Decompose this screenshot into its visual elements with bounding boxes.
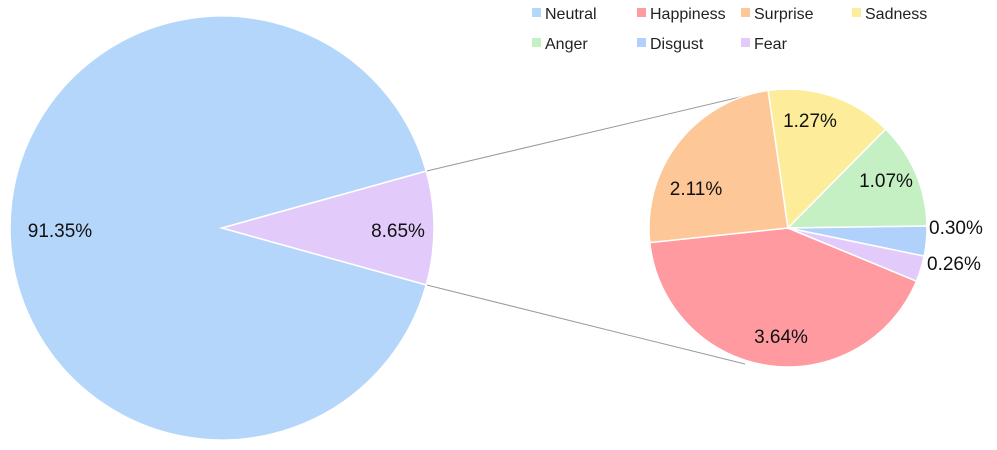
- breakdown-label-happiness: 3.64%: [754, 327, 808, 348]
- breakdown-label-anger: 1.07%: [859, 171, 913, 192]
- legend-swatch-disgust: [637, 38, 646, 47]
- connector-lines: [426, 89, 769, 365]
- legend-item-surprise: Surprise: [741, 6, 814, 23]
- legend-swatch-happiness: [637, 8, 646, 17]
- breakdown-slice-happiness: [648, 227, 918, 368]
- legend-swatch-fear: [741, 38, 750, 47]
- breakdown-slice-surprise: [648, 89, 789, 244]
- legend-swatch-surprise: [741, 8, 750, 17]
- main-pie: 91.35% 8.65%: [9, 15, 435, 441]
- legend-label-fear: Fear: [754, 36, 788, 53]
- legend-label-surprise: Surprise: [754, 6, 814, 23]
- legend-item-happiness: Happiness: [637, 6, 726, 23]
- main-label-neutral: 91.35%: [28, 221, 93, 242]
- legend-item-disgust: Disgust: [637, 36, 704, 53]
- legend-item-neutral: Neutral: [532, 6, 597, 23]
- legend-item-fear: Fear: [741, 36, 788, 53]
- legend-swatch-anger: [532, 38, 541, 47]
- legend-label-neutral: Neutral: [545, 6, 597, 23]
- legend-swatch-neutral: [532, 8, 541, 17]
- legend-item-anger: Anger: [532, 36, 588, 53]
- legend: Neutral Happiness Surprise Sadness Anger Disg…: [532, 6, 927, 53]
- main-label-other: 8.65%: [371, 221, 425, 242]
- connector-line-bottom: [426, 284, 746, 365]
- breakdown-label-disgust: 0.30%: [929, 218, 983, 239]
- breakdown-label-fear: 0.26%: [927, 254, 981, 275]
- breakdown-slice-fear: [787, 227, 926, 283]
- breakdown-label-sadness: 1.27%: [783, 111, 837, 132]
- legend-item-sadness: Sadness: [852, 6, 927, 23]
- connector-line-top: [426, 89, 769, 172]
- breakdown-slice-anger: [786, 128, 928, 229]
- legend-label-happiness: Happiness: [650, 6, 726, 23]
- breakdown-slice-sadness: [767, 88, 887, 230]
- legend-swatch-sadness: [852, 8, 861, 17]
- breakdown-label-surprise: 2.11%: [670, 179, 723, 200]
- legend-label-sadness: Sadness: [865, 6, 927, 23]
- main-slice-neutral: [9, 15, 428, 441]
- main-slice-other: [219, 170, 435, 286]
- breakdown-pie: 3.64% 2.11% 1.27% 1.07% 0.30% 0.26%: [648, 88, 983, 368]
- legend-label-disgust: Disgust: [650, 36, 704, 53]
- legend-label-anger: Anger: [545, 36, 588, 53]
